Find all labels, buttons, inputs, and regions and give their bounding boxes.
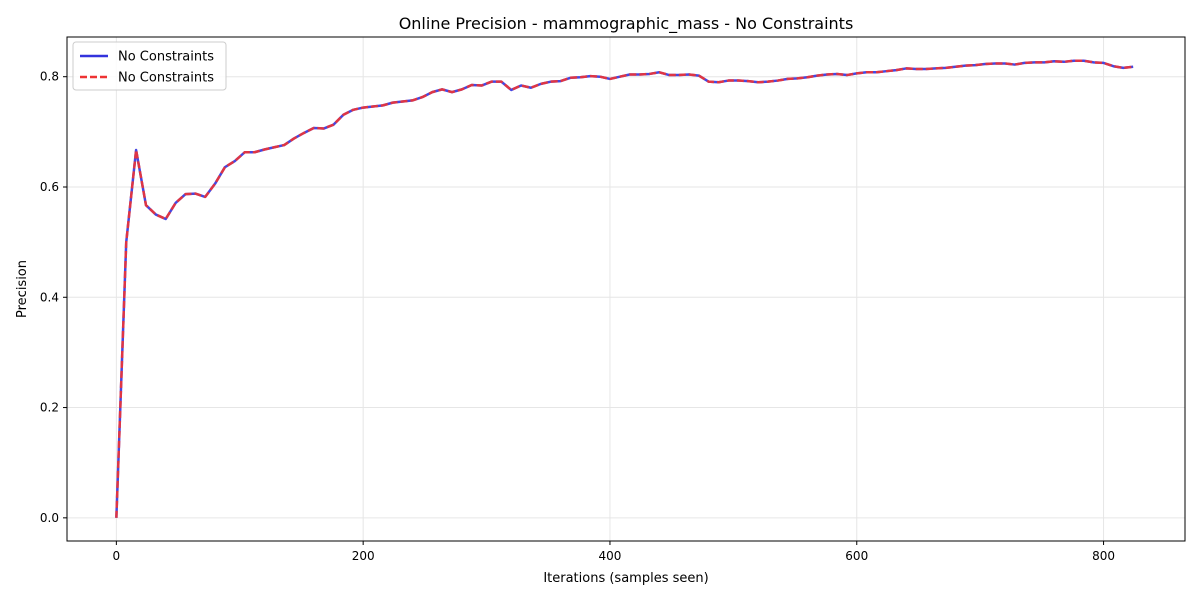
y-tick-label: 0.2 xyxy=(40,401,59,415)
x-tick-label: 400 xyxy=(599,549,622,563)
series-line-2 xyxy=(115,59,1134,518)
series-group xyxy=(115,59,1134,518)
legend-label-series-2: No Constraints xyxy=(118,71,214,86)
chart-title: Online Precision - mammographic_mass - N… xyxy=(399,14,854,34)
y-tick-label: 0.0 xyxy=(40,511,59,525)
x-axis-label: Iterations (samples seen) xyxy=(543,571,708,586)
legend-box xyxy=(72,41,227,91)
axis-ticks: 0 200 400 600 800 0.0 0.2 0.4 0.6 0.8 xyxy=(40,70,1115,563)
y-tick-label: 0.4 xyxy=(40,290,59,304)
y-axis-label: Precision xyxy=(15,260,30,318)
grid xyxy=(67,37,1185,541)
plot-area-frame xyxy=(66,36,1186,542)
y-tick-label: 0.6 xyxy=(40,180,59,194)
x-tick-label: 0 xyxy=(113,549,121,563)
legend: No Constraints No Constraints xyxy=(72,41,227,91)
x-tick-label: 600 xyxy=(845,549,868,563)
legend-label-series-1: No Constraints xyxy=(118,50,214,65)
x-tick-label: 200 xyxy=(352,549,375,563)
x-tick-label: 800 xyxy=(1092,549,1115,563)
y-tick-label: 0.8 xyxy=(40,70,59,84)
